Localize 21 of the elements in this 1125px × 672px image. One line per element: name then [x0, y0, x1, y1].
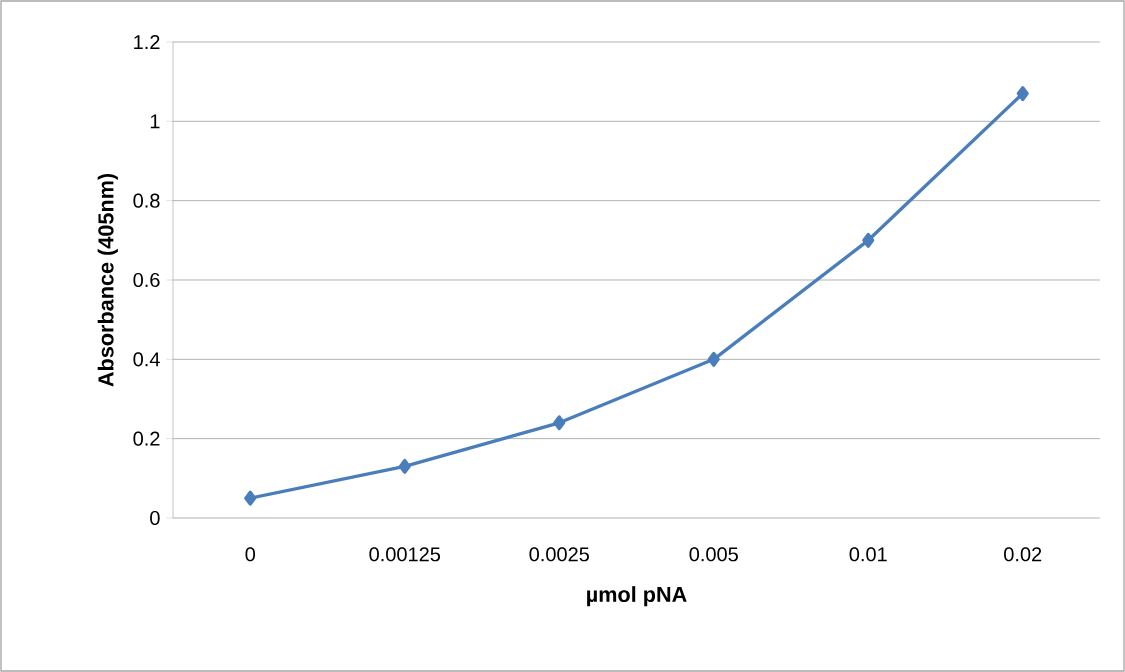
- point: [862, 232, 875, 248]
- point: [707, 351, 720, 367]
- x-axis-title: µmol pNA: [587, 586, 687, 607]
- point: [398, 458, 411, 474]
- y-tick-label: 0.6: [133, 272, 160, 288]
- x-tick-label: 0.00125: [369, 547, 441, 562]
- y-tick-label: 0: [150, 510, 160, 526]
- y-tick-label: 1: [150, 114, 160, 129]
- x-tick-label: 0: [245, 547, 256, 562]
- y-tick-label: 0.8: [133, 193, 160, 208]
- point: [1016, 86, 1029, 102]
- y-tick-label: 0.4: [133, 352, 160, 367]
- point: [553, 415, 566, 431]
- y-axis-title: Absorbance (405nm): [97, 173, 118, 387]
- y-tick-label: 0.2: [133, 431, 160, 446]
- x-tick-label: 0.02: [1004, 547, 1042, 562]
- point: [244, 490, 257, 506]
- x-tick-label: 0.005: [689, 547, 738, 562]
- y-tick-label: 1.2: [134, 35, 160, 49]
- x-tick-label: 0.01: [849, 547, 887, 562]
- x-tick-label: 0.0025: [529, 547, 589, 562]
